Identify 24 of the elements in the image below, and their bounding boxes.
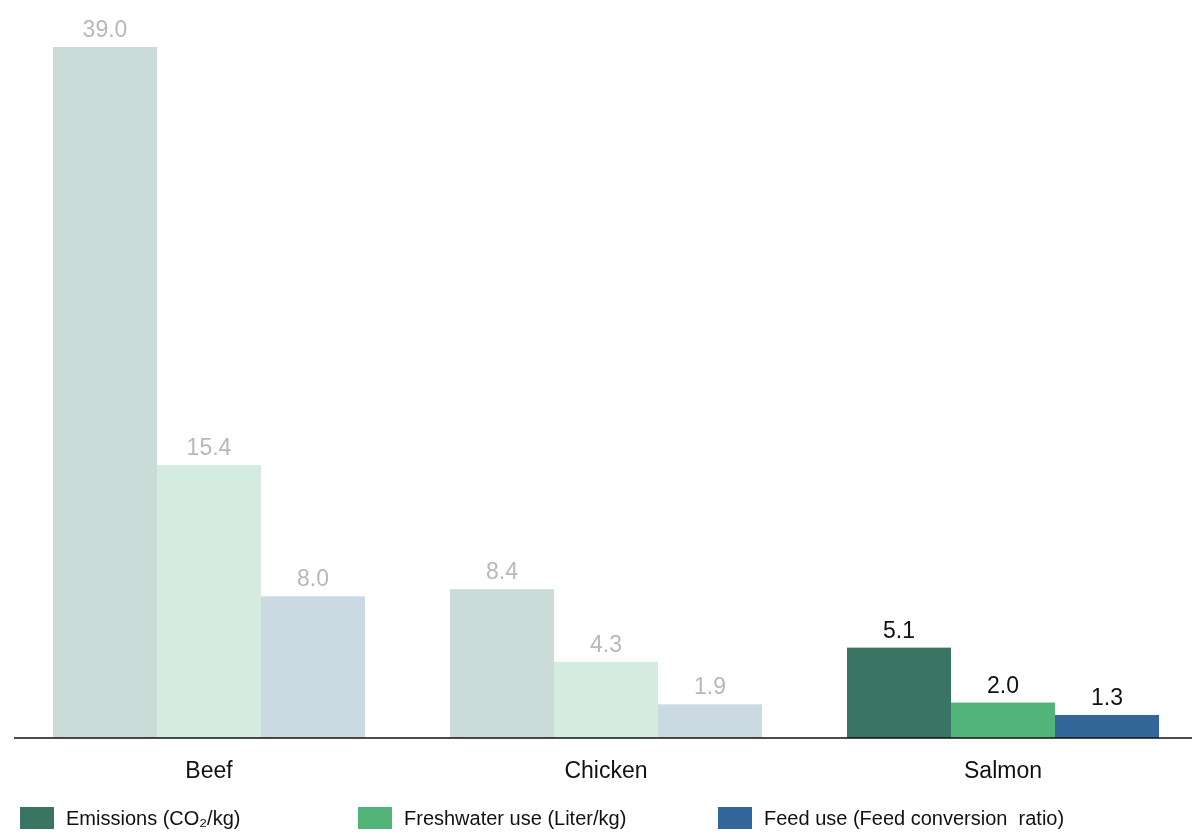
bar xyxy=(52,47,157,738)
data-label: 5.1 xyxy=(882,616,915,643)
legend-label: Freshwater use (Liter/kg) xyxy=(404,807,627,829)
data-label: 2.0 xyxy=(987,671,1019,698)
bar xyxy=(261,596,366,738)
bar xyxy=(950,702,1056,738)
bar xyxy=(658,704,763,738)
x-tick-label: Chicken xyxy=(564,757,648,783)
bar xyxy=(553,661,659,738)
legend-label: Feed use (Feed conversion ratio) xyxy=(764,807,1065,829)
data-label: 15.4 xyxy=(186,434,232,461)
x-tick-label: Salmon xyxy=(964,757,1042,783)
x-tick-label: Beef xyxy=(185,757,234,783)
data-label: 1.3 xyxy=(1091,683,1124,710)
data-label: 8.4 xyxy=(485,558,519,585)
bar xyxy=(1055,714,1160,738)
data-label: 1.9 xyxy=(694,673,727,700)
data-label: 8.0 xyxy=(297,565,330,592)
data-label: 39.0 xyxy=(82,16,128,42)
data-label: 4.3 xyxy=(590,630,622,657)
bar xyxy=(449,589,554,738)
bar xyxy=(846,647,951,738)
bar xyxy=(156,465,262,738)
legend-label: Emissions (CO₂/kg) xyxy=(66,807,241,829)
